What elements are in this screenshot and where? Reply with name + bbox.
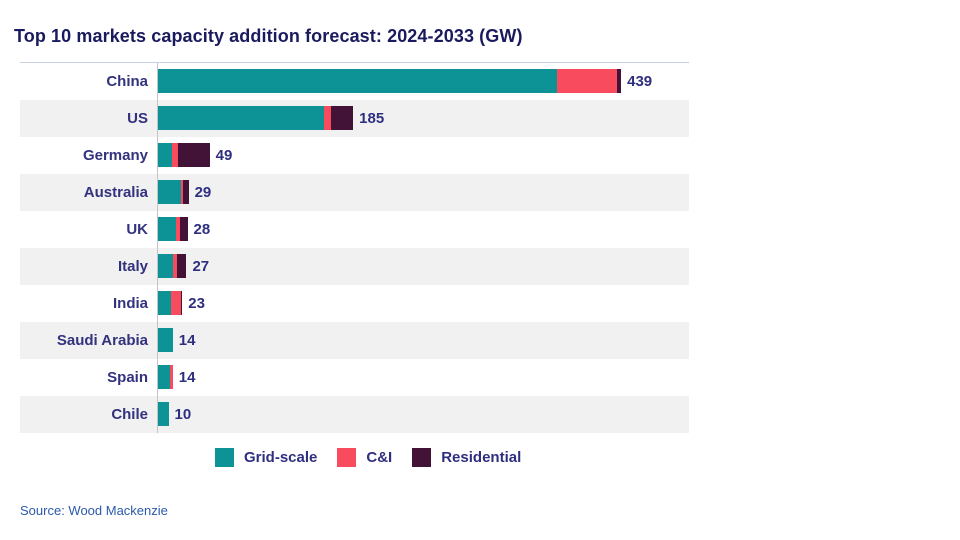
- bar-segment: [180, 217, 188, 241]
- value-label: 14: [178, 332, 196, 349]
- bar-segment: [178, 143, 210, 167]
- category-label: Saudi Arabia: [56, 332, 148, 349]
- chart-row: Australia 29: [20, 174, 689, 211]
- chart-row: US 185: [20, 100, 689, 137]
- bar-segment: [169, 365, 173, 389]
- chart-row: Chile 10: [20, 396, 689, 433]
- stacked-bar: 10: [158, 402, 191, 426]
- source-note: Source: Wood Mackenzie: [20, 503, 168, 518]
- category-label: China: [106, 73, 148, 90]
- category-label: Spain: [107, 369, 148, 386]
- chart-title: Top 10 markets capacity addition forecas…: [14, 26, 523, 46]
- legend-item: Grid-scale: [215, 448, 317, 467]
- chart-row: Italy 27: [20, 248, 689, 285]
- chart-row: Saudi Arabia 14: [20, 322, 689, 359]
- bar-segment: [171, 143, 179, 167]
- bar-segment: [331, 106, 354, 130]
- stacked-bar: 28: [158, 217, 210, 241]
- bar-segment: [181, 291, 183, 315]
- stacked-bar: 14: [158, 365, 195, 389]
- bar-segment: [158, 69, 557, 93]
- chart-row: China 439: [20, 63, 689, 100]
- bar-chart: China 439 US 185 Germany 49 Australia 29 UK 28 Ita…: [20, 62, 689, 433]
- y-axis-line: [157, 63, 158, 433]
- bar-segment: [323, 106, 331, 130]
- legend-label: Grid-scale: [244, 449, 318, 466]
- value-label: 28: [193, 221, 211, 238]
- legend-label: Residential: [441, 449, 522, 466]
- category-label: Germany: [82, 147, 148, 164]
- bar-segment: [181, 180, 184, 204]
- legend-label: C&I: [366, 449, 393, 466]
- bar-segment: [556, 69, 617, 93]
- bar-segment: [176, 254, 187, 278]
- value-label: 14: [178, 369, 196, 386]
- legend-swatch: [215, 448, 234, 467]
- legend-item: C&I: [337, 448, 392, 467]
- stacked-bar: 14: [158, 328, 195, 352]
- bar-segment: [158, 180, 182, 204]
- value-label: 185: [359, 110, 385, 127]
- category-label: UK: [126, 221, 148, 238]
- stacked-bar: 439: [158, 69, 652, 93]
- stacked-bar: 29: [158, 180, 211, 204]
- legend-swatch: [337, 448, 357, 467]
- category-label: Australia: [83, 184, 148, 201]
- category-label: US: [127, 110, 148, 127]
- value-label: 10: [174, 406, 192, 423]
- stacked-bar: 23: [158, 291, 205, 315]
- stacked-bar: 49: [158, 143, 232, 167]
- bar-segment: [158, 106, 324, 130]
- chart-row: UK 28: [20, 211, 689, 248]
- bar-segment: [158, 143, 172, 167]
- value-label: 439: [627, 73, 653, 90]
- bar-segment: [158, 217, 176, 241]
- chart-legend: Grid-scale C&I Residential: [215, 448, 521, 467]
- category-label: Italy: [117, 258, 148, 275]
- stacked-bar: 27: [158, 254, 209, 278]
- chart-rows: China 439 US 185 Germany 49 Australia 29 UK 28 Ita…: [20, 63, 689, 433]
- value-label: 23: [188, 295, 205, 312]
- value-label: 49: [215, 147, 233, 164]
- category-label: Chile: [111, 406, 148, 423]
- bar-segment: [616, 69, 622, 93]
- bar-segment: [158, 402, 169, 426]
- value-label: 29: [194, 184, 212, 201]
- bar-segment: [158, 365, 170, 389]
- bar-segment: [158, 328, 173, 352]
- bar-segment: [158, 254, 173, 278]
- bar-segment: [170, 291, 182, 315]
- legend-swatch: [412, 448, 432, 467]
- bar-segment: [183, 180, 189, 204]
- legend-item: Residential: [412, 448, 521, 467]
- chart-row: Spain 14: [20, 359, 689, 396]
- bar-segment: [172, 254, 177, 278]
- bar-segment: [158, 291, 171, 315]
- chart-row: India 23: [20, 285, 689, 322]
- stacked-bar: 185: [158, 106, 384, 130]
- category-label: India: [112, 295, 148, 312]
- chart-row: Germany 49: [20, 137, 689, 174]
- bar-segment: [175, 217, 181, 241]
- value-label: 27: [192, 258, 210, 275]
